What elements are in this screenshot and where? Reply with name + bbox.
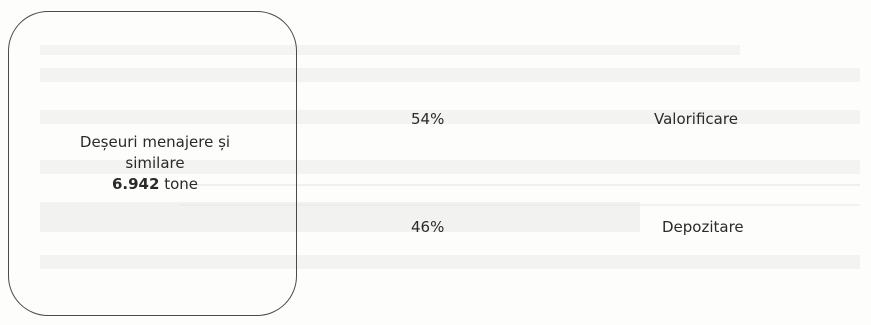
waste-source-quantity: 6.942 tone — [40, 174, 270, 195]
waste-source-label: Deșeuri menajere și similare 6.942 tone — [40, 132, 270, 195]
waste-source-name-line1: Deșeuri menajere și — [79, 133, 231, 151]
recovery-label: Valorificare — [654, 110, 738, 128]
landfill-label: Depozitare — [662, 218, 744, 236]
landfill-percent: 46% — [411, 218, 445, 236]
waste-quantity-unit: tone — [164, 175, 199, 193]
waste-quantity-value: 6.942 — [111, 175, 160, 193]
waste-source-box — [8, 11, 297, 316]
waste-source-name-line2: similare — [125, 154, 185, 172]
recovery-percent: 54% — [411, 110, 445, 128]
